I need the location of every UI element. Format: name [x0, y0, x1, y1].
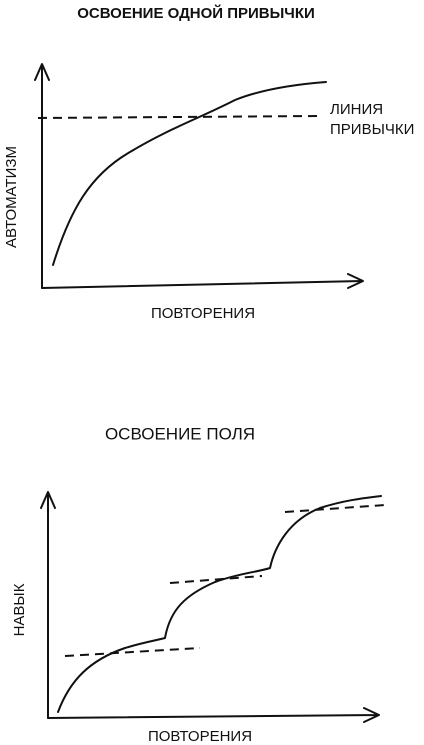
plateau-line — [284, 504, 386, 513]
line-label: ЛИНИЯ — [330, 101, 383, 118]
y-axis — [34, 63, 50, 289]
x-label: ПОВТОРЕНИЯ — [151, 305, 255, 322]
habit-line — [37, 115, 319, 119]
x-axis — [41, 273, 364, 289]
plateau-line — [169, 575, 263, 584]
y-label: АВТОМАТИЗМ — [3, 146, 20, 248]
x-label: ПОВТОРЕНИЯ — [148, 728, 252, 745]
x-axis — [47, 707, 380, 723]
title: ОСВОЕНИЕ ПОЛЯ — [105, 424, 255, 443]
curve — [52, 81, 327, 266]
y-axis — [40, 491, 56, 719]
curve — [57, 495, 382, 713]
y-label: НАВЫК — [11, 583, 28, 636]
line-label: ПРИВЫЧКИ — [330, 121, 414, 138]
title: ОСВОЕНИЕ ОДНОЙ ПРИВЫЧКИ — [77, 4, 315, 22]
plateau-line — [64, 647, 201, 657]
